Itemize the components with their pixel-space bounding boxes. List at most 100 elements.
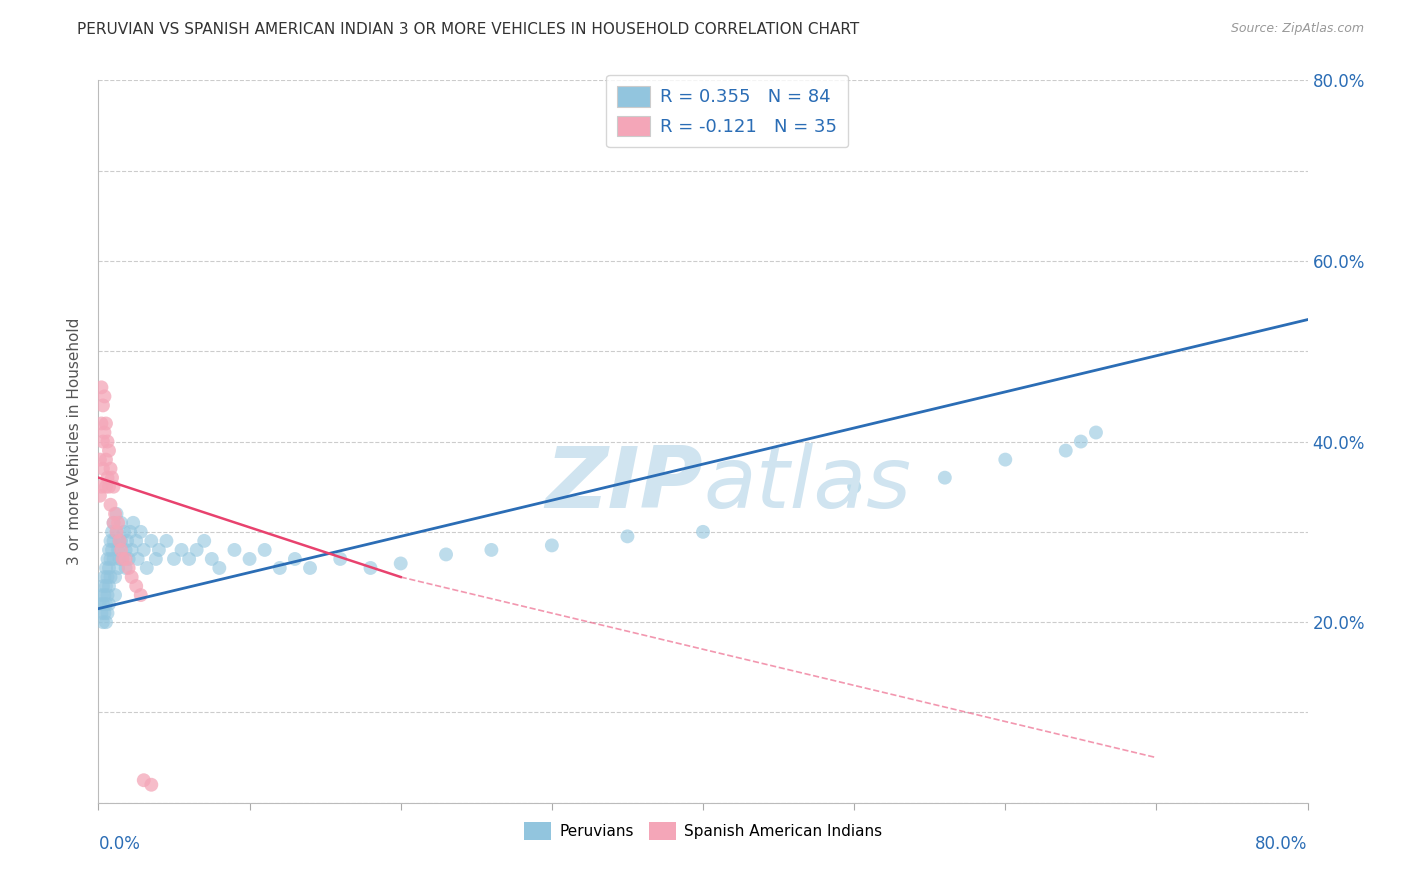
Point [148,542,170,557]
Point [118,561,141,575]
Point [994,452,1017,467]
Point [91,434,114,449]
Point [269,561,291,575]
Point [90,588,112,602]
Point [201,552,224,566]
Point [101,471,124,485]
Point [132,542,155,557]
Point [299,561,322,575]
Point [100,533,122,548]
Point [110,516,132,530]
Point [96,606,118,620]
Point [101,524,124,539]
Point [110,533,132,548]
Point [111,552,134,566]
Point [93,570,115,584]
Text: 80.0%: 80.0% [1256,835,1308,854]
Point [91,398,114,412]
Point [98,561,121,575]
Point [121,542,143,557]
Point [118,552,141,566]
Point [114,542,136,557]
Point [105,524,128,539]
Point [94,597,117,611]
Point [98,480,121,494]
Point [107,516,129,530]
Point [93,588,115,602]
Point [115,533,138,548]
Point [125,579,148,593]
Point [434,548,457,562]
Point [1070,434,1092,449]
Point [616,529,638,543]
Point [90,480,112,494]
Point [105,524,128,539]
Point [107,561,129,575]
Point [96,471,118,485]
Point [253,542,276,557]
Point [89,489,111,503]
Point [360,561,382,575]
Point [94,417,117,431]
Point [155,533,177,548]
Point [100,498,122,512]
Point [934,471,956,485]
Point [844,480,866,494]
Point [93,389,115,403]
Point [481,542,503,557]
Point [239,552,262,566]
Point [129,524,152,539]
Point [145,552,167,566]
Point [141,778,163,792]
Point [389,557,412,571]
Point [107,542,129,557]
Point [1054,443,1077,458]
Text: PERUVIAN VS SPANISH AMERICAN INDIAN 3 OR MORE VEHICLES IN HOUSEHOLD CORRELATION : PERUVIAN VS SPANISH AMERICAN INDIAN 3 OR… [77,22,859,37]
Point [91,579,114,593]
Point [104,507,127,521]
Point [112,524,135,539]
Point [93,425,115,440]
Point [104,570,127,584]
Point [540,538,562,552]
Point [170,542,193,557]
Point [100,552,122,566]
Point [98,443,121,458]
Point [103,516,125,530]
Point [100,570,122,584]
Point [224,542,246,557]
Point [93,606,115,620]
Point [111,552,134,566]
Point [104,588,127,602]
Point [186,542,208,557]
Point [108,533,131,548]
Point [1085,425,1108,440]
Point [114,552,136,566]
Point [94,480,117,494]
Point [101,542,124,557]
Point [103,552,125,566]
Point [98,542,121,557]
Point [89,597,111,611]
Point [96,434,118,449]
Point [90,417,112,431]
Point [120,524,142,539]
Point [98,579,121,593]
Point [105,507,128,521]
Point [89,452,111,467]
Point [91,615,114,630]
Point [103,480,125,494]
Point [129,588,152,602]
Point [90,380,112,394]
Point [103,533,125,548]
Point [94,579,117,593]
Point [96,570,118,584]
Point [121,570,143,584]
Point [96,552,118,566]
Point [110,542,132,557]
Point [114,561,136,575]
Point [90,606,112,620]
Text: atlas: atlas [703,443,911,526]
Point [193,533,215,548]
Point [163,552,186,566]
